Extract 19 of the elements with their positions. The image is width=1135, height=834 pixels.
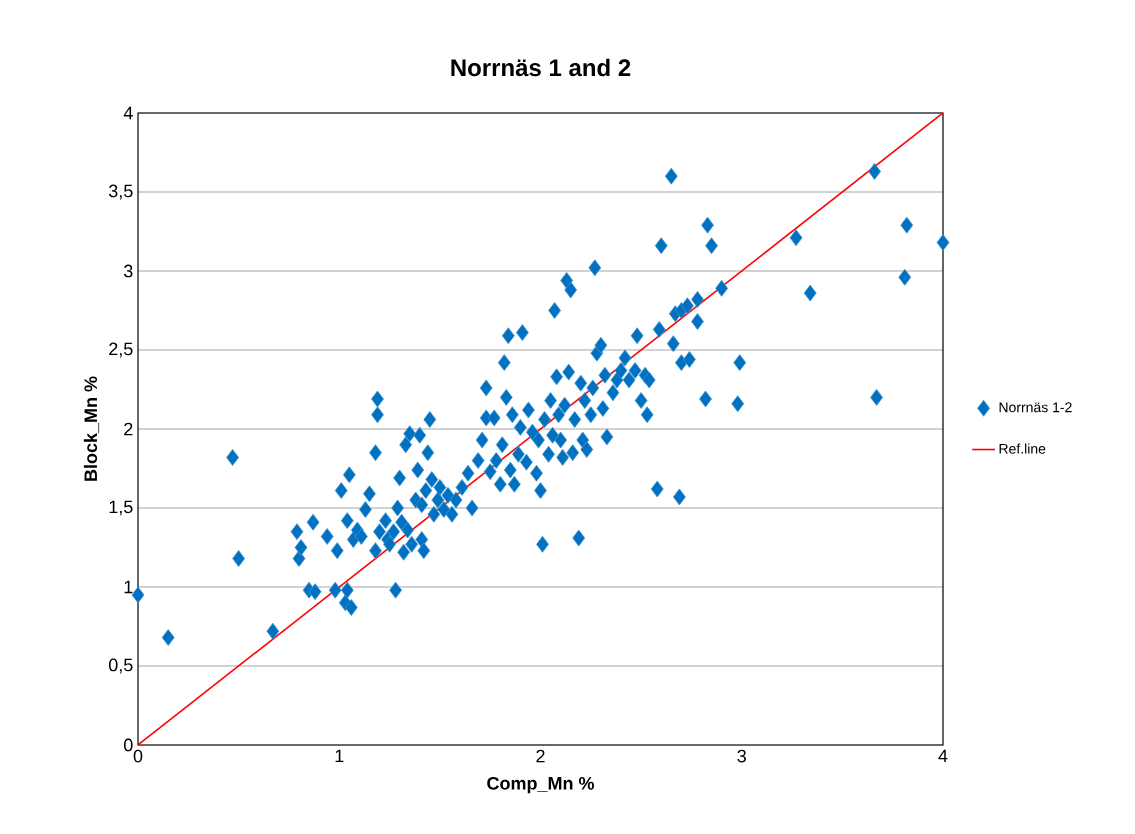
x-tick-label: 3: [737, 749, 746, 763]
y-tick-label: 3,5: [108, 184, 133, 200]
y-tick-label: 1: [124, 580, 133, 594]
y-tick-label: 0: [124, 738, 133, 752]
x-tick-label: 2: [536, 749, 545, 763]
y-tick-label: 2: [124, 422, 133, 436]
y-tick-label: 3: [123, 264, 133, 278]
y-tick-label: 0,5: [108, 658, 133, 674]
x-axis-title: Comp_Mn %: [487, 776, 595, 794]
legend-label: Norrnäs 1-2: [999, 402, 1072, 413]
y-tick-label: 1,5: [109, 500, 133, 516]
x-tick-label: 4: [938, 749, 948, 763]
y-tick-label: 4: [123, 106, 133, 120]
x-tick-label: 0: [133, 749, 143, 763]
chart-title: Norrnäs 1 and 2: [451, 58, 631, 77]
legend-label: Ref.line: [999, 443, 1046, 454]
y-axis-title: Block_Mn %: [83, 376, 100, 481]
y-tick-label: 2,5: [109, 342, 133, 358]
x-tick-label: 1: [335, 749, 344, 763]
